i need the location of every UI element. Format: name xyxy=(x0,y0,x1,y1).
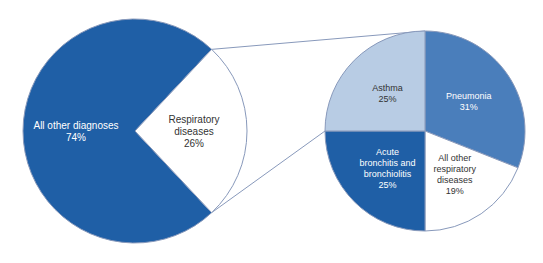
svg-text:74%: 74% xyxy=(66,132,86,143)
svg-text:respiratory: respiratory xyxy=(434,164,477,174)
svg-text:Acute: Acute xyxy=(376,147,399,157)
svg-text:31%: 31% xyxy=(460,102,478,112)
svg-text:25%: 25% xyxy=(379,94,397,104)
svg-text:All other diagnoses: All other diagnoses xyxy=(33,120,118,131)
svg-text:diseases: diseases xyxy=(437,175,473,185)
svg-text:bronchiolitis: bronchiolitis xyxy=(364,169,412,179)
svg-text:26%: 26% xyxy=(184,138,204,149)
svg-text:Asthma: Asthma xyxy=(372,83,403,93)
svg-text:bronchitis and: bronchitis and xyxy=(359,158,415,168)
svg-text:Pneumonia: Pneumonia xyxy=(446,91,492,101)
svg-text:19%: 19% xyxy=(446,186,464,196)
svg-text:25%: 25% xyxy=(379,180,397,190)
svg-text:All other: All other xyxy=(438,153,471,163)
svg-text:Respiratory: Respiratory xyxy=(168,114,219,125)
svg-text:diseases: diseases xyxy=(174,126,213,137)
